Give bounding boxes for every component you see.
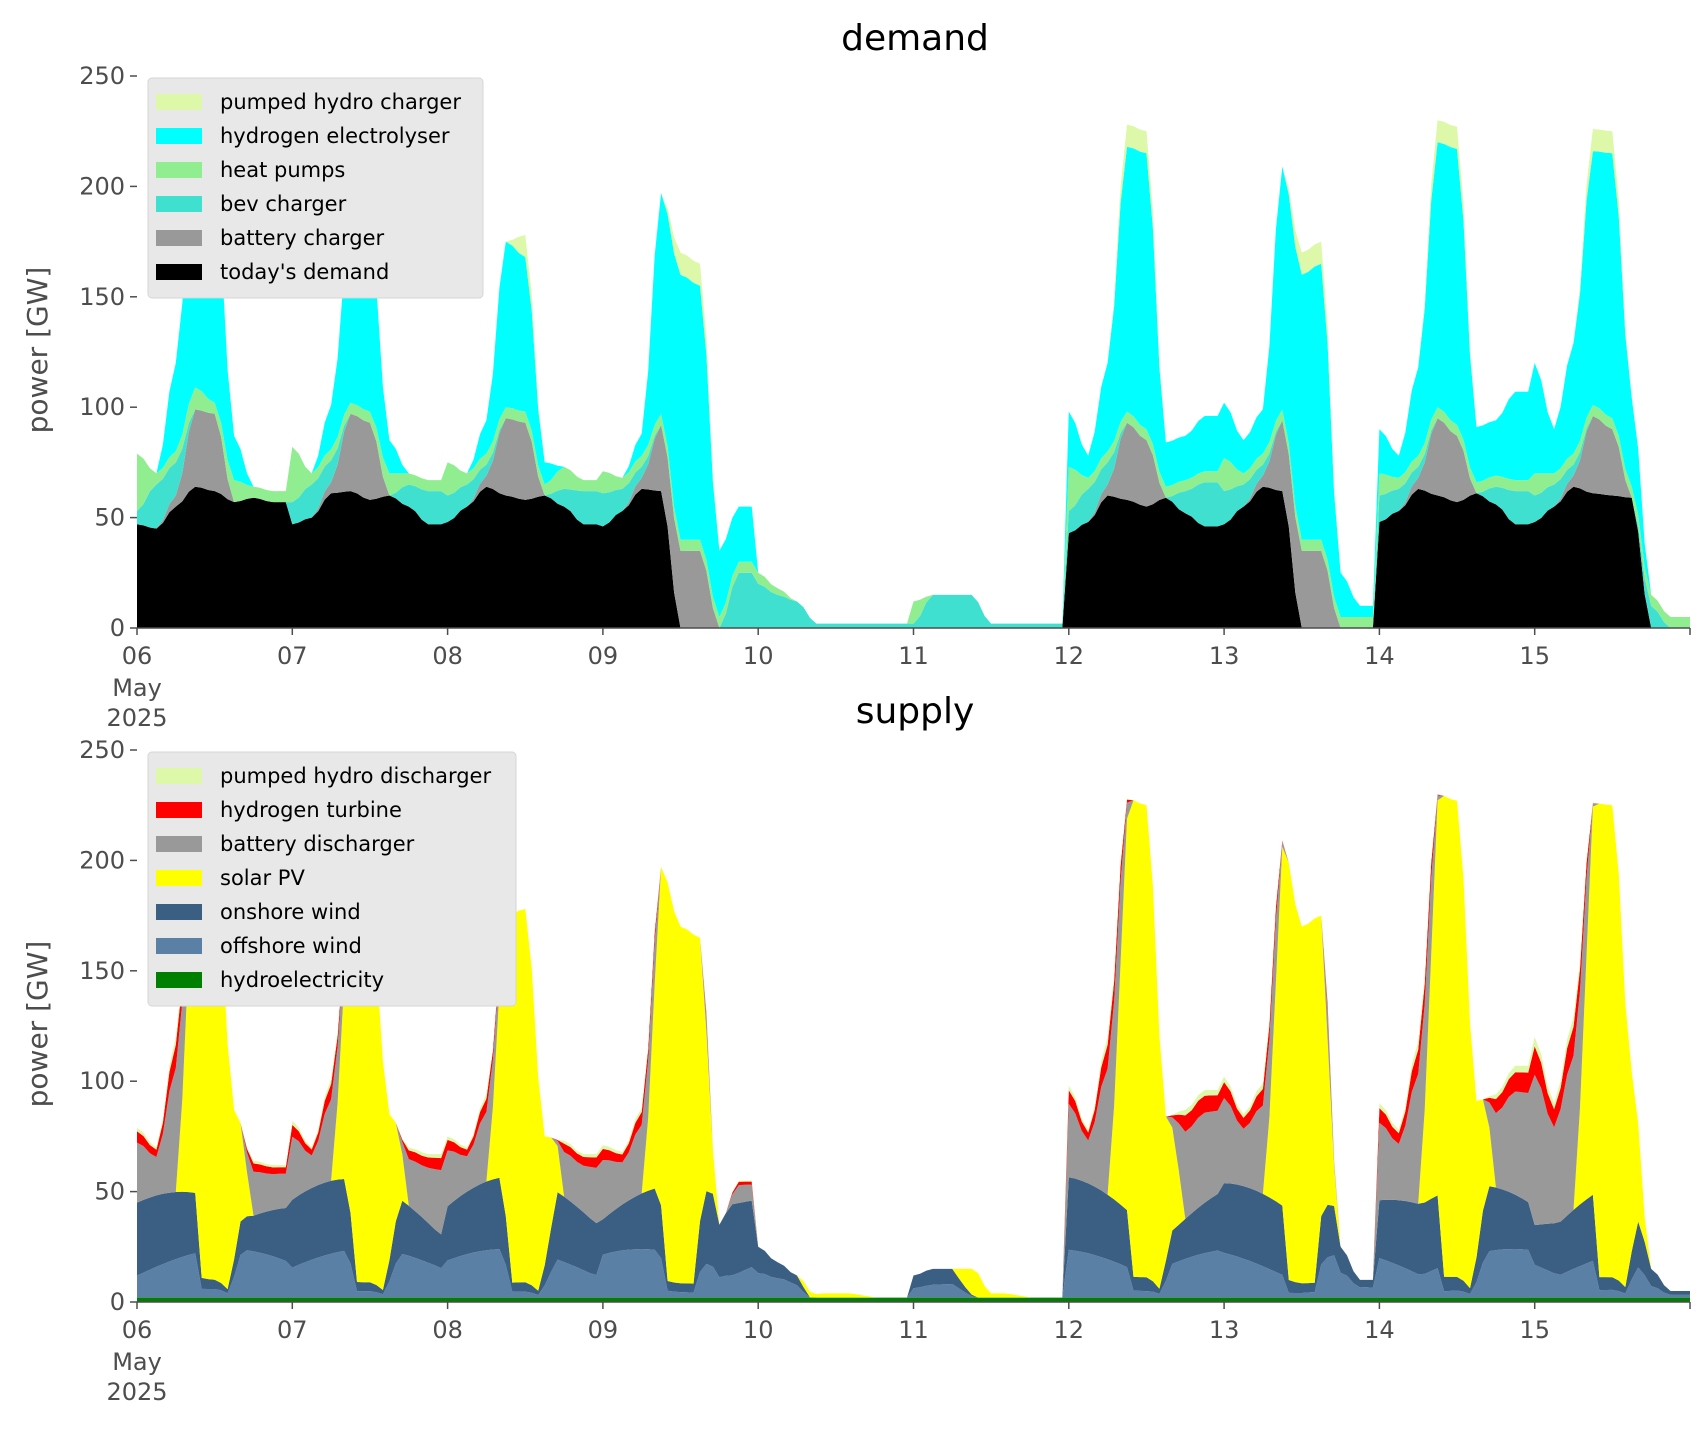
legend-entry: hydrogen electrolyser xyxy=(220,124,450,148)
y-tick-label: 150 xyxy=(79,283,125,311)
legend-entry: heat pumps xyxy=(220,158,345,182)
legend-swatch xyxy=(156,264,202,280)
x-tick-sublabel: May xyxy=(112,674,162,702)
x-tick-sublabel: May xyxy=(112,1348,162,1376)
legend-swatch xyxy=(156,768,202,784)
legend-entry: battery discharger xyxy=(220,832,415,856)
y-tick-label: 100 xyxy=(79,1067,125,1095)
x-tick-label: 07 xyxy=(277,642,308,670)
x-tick-label: 13 xyxy=(1209,642,1240,670)
legend-swatch xyxy=(156,162,202,178)
demand-areas xyxy=(137,120,1690,628)
x-tick-label: 07 xyxy=(277,1316,308,1344)
legend-entry: solar PV xyxy=(220,866,305,890)
y-tick-label: 50 xyxy=(94,504,125,532)
demand-y-axis-label: power [GW] xyxy=(21,267,54,434)
y-tick-label: 200 xyxy=(79,172,125,200)
legend-swatch xyxy=(156,230,202,246)
legend-swatch xyxy=(156,802,202,818)
area-bev-charger xyxy=(137,409,1690,628)
demand-legend: pumped hydro charger hydrogen electrolyse… xyxy=(147,77,484,299)
legend-entry: hydrogen turbine xyxy=(220,798,402,822)
demand-chart: demand 0 50 100 150 200 250 06 07 08 09 10 11 12 13 1… xyxy=(21,18,1691,732)
x-tick-label: 12 xyxy=(1054,642,1085,670)
legend-swatch xyxy=(156,128,202,144)
x-tick-label: 10 xyxy=(743,642,774,670)
area-onshore-wind xyxy=(137,1177,1690,1298)
legend-entry: pumped hydro discharger xyxy=(220,764,491,788)
legend-entry: pumped hydro charger xyxy=(220,90,461,114)
legend-swatch xyxy=(156,972,202,988)
legend-swatch xyxy=(156,836,202,852)
x-tick-label: 14 xyxy=(1364,1316,1395,1344)
area-battery-charger xyxy=(137,409,1690,628)
x-tick-label: 14 xyxy=(1364,642,1395,670)
legend-box xyxy=(147,751,517,1007)
demand-chart-title: demand xyxy=(841,18,989,59)
legend-swatch xyxy=(156,94,202,110)
area-pumped-hydro-charger xyxy=(137,120,1690,624)
x-tick-sublabel: 2025 xyxy=(106,1378,167,1406)
x-tick-label: 09 xyxy=(588,642,619,670)
supply-chart: supply 0 50 100 150 200 250 06 07 08 09 10 11 12 13 1… xyxy=(21,691,1691,1406)
legend-box xyxy=(147,77,484,299)
supply-y-axis: 0 50 100 150 200 250 xyxy=(79,736,137,1316)
x-tick-label: 10 xyxy=(743,1316,774,1344)
legend-entry: battery charger xyxy=(220,226,385,250)
x-tick-label: 08 xyxy=(432,1316,463,1344)
legend-swatch xyxy=(156,870,202,886)
x-tick-label: 06 xyxy=(122,642,153,670)
demand-y-axis: 0 50 100 150 200 250 xyxy=(79,62,137,642)
x-tick-label: 15 xyxy=(1519,642,1550,670)
legend-swatch xyxy=(156,196,202,212)
legend-entry: today's demand xyxy=(220,260,389,284)
legend-entry: offshore wind xyxy=(220,934,362,958)
x-tick-label: 15 xyxy=(1519,1316,1550,1344)
area-hydroelectricity xyxy=(137,1297,1690,1302)
legend-swatch xyxy=(156,938,202,954)
y-tick-label: 50 xyxy=(94,1178,125,1206)
x-tick-label: 12 xyxy=(1054,1316,1085,1344)
legend-entry: hydroelectricity xyxy=(220,968,384,992)
y-tick-label: 250 xyxy=(79,736,125,764)
y-tick-label: 150 xyxy=(79,957,125,985)
supply-legend: pumped hydro discharger hydrogen turbine b… xyxy=(147,751,517,1007)
x-tick-label: 13 xyxy=(1209,1316,1240,1344)
y-tick-label: 100 xyxy=(79,393,125,421)
x-tick-sublabel: 2025 xyxy=(106,704,167,732)
area-offshore-wind xyxy=(137,1249,1690,1298)
y-tick-label: 0 xyxy=(110,1288,125,1316)
y-tick-label: 250 xyxy=(79,62,125,90)
supply-areas xyxy=(137,794,1690,1302)
legend-entry: bev charger xyxy=(220,192,347,216)
area-today-s-demand xyxy=(137,486,1690,628)
area-solar-pv xyxy=(137,795,1690,1298)
legend-entry: onshore wind xyxy=(220,900,361,924)
legend-swatch xyxy=(156,904,202,920)
x-tick-label: 11 xyxy=(898,1316,929,1344)
x-tick-label: 08 xyxy=(432,642,463,670)
supply-chart-title: supply xyxy=(856,691,975,732)
supply-y-axis-label: power [GW] xyxy=(21,941,54,1108)
x-tick-label: 09 xyxy=(588,1316,619,1344)
x-tick-label: 11 xyxy=(898,642,929,670)
y-tick-label: 0 xyxy=(110,614,125,642)
y-tick-label: 200 xyxy=(79,846,125,874)
area-hydrogen-electrolyser xyxy=(137,133,1690,624)
x-tick-label: 06 xyxy=(122,1316,153,1344)
